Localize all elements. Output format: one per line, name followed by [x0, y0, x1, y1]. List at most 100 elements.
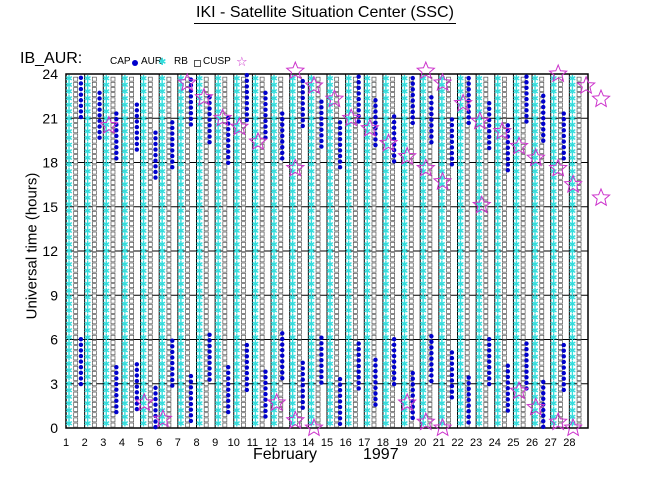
rb-marker — [185, 200, 190, 206]
aur-marker: ✱ — [121, 267, 129, 277]
aur-marker: ✱ — [569, 194, 577, 204]
cap-marker — [78, 381, 84, 387]
rb-marker — [203, 417, 209, 423]
rb-marker — [539, 257, 545, 263]
rb-marker — [203, 174, 209, 180]
rb-marker — [315, 164, 321, 170]
rb-marker — [297, 252, 302, 258]
aur-marker: ✱ — [289, 400, 297, 410]
aur-marker: ✱ — [513, 353, 521, 363]
aur-marker: ✱ — [214, 406, 222, 416]
aur-marker: ✱ — [550, 307, 558, 317]
rb-marker — [371, 412, 377, 418]
rb-marker — [315, 386, 321, 392]
cap-marker — [114, 144, 119, 150]
cap-marker — [280, 156, 285, 161]
rb-marker — [203, 226, 209, 232]
cap-marker — [561, 150, 566, 155]
rb-marker — [464, 298, 470, 304]
aur-marker: ✱ — [382, 207, 390, 217]
rb-marker — [259, 267, 265, 273]
rb-marker — [390, 288, 395, 294]
rb-marker — [222, 216, 228, 221]
aur-marker: ✱ — [531, 147, 539, 157]
rb-marker — [222, 350, 228, 356]
aur-marker: ✱ — [214, 267, 222, 277]
aur-marker: ✱ — [140, 161, 148, 171]
aur-marker: ✱ — [308, 207, 316, 217]
rb-marker — [73, 231, 79, 237]
aur-marker: ✱ — [345, 386, 353, 396]
aur-marker: ✱ — [196, 214, 204, 224]
rb-marker — [166, 257, 172, 263]
aur-marker: ✱ — [177, 347, 185, 357]
rb-marker — [502, 417, 507, 423]
aur-marker: ✱ — [531, 380, 539, 390]
rb-marker — [203, 143, 209, 149]
aur-marker: ✱ — [102, 280, 110, 290]
rb-marker — [73, 221, 79, 227]
rb-marker — [520, 216, 526, 221]
aur-marker: ✱ — [196, 280, 204, 290]
aur-marker: ✱ — [84, 220, 92, 230]
rb-marker — [110, 319, 116, 325]
aur-marker: ✱ — [158, 174, 166, 184]
aur-marker: ✱ — [177, 406, 185, 416]
aur-marker: ✱ — [326, 201, 334, 211]
rb-marker — [352, 309, 358, 314]
rb-marker — [334, 334, 340, 340]
aur-marker: ✱ — [363, 108, 371, 118]
rb-marker — [147, 334, 153, 340]
rb-marker — [259, 190, 265, 196]
rb-marker — [315, 365, 321, 371]
rb-marker — [502, 200, 507, 206]
rb-marker — [539, 350, 545, 356]
aur-marker: ✱ — [158, 254, 166, 264]
rb-marker — [334, 226, 340, 232]
aur-marker: ✱ — [363, 201, 371, 211]
rb-marker — [129, 242, 134, 247]
cap-marker — [244, 78, 250, 83]
rb-marker — [427, 407, 433, 412]
aur-marker: ✱ — [252, 88, 260, 98]
aur-marker: ✱ — [214, 347, 222, 357]
aur-marker: ✱ — [401, 201, 409, 211]
cap-marker — [429, 123, 434, 128]
x-tick-label: 19 — [395, 437, 407, 449]
aur-marker: ✱ — [121, 154, 129, 164]
cap-marker — [207, 355, 212, 360]
cap-marker — [188, 390, 194, 396]
aur-marker: ✱ — [65, 413, 73, 423]
rb-marker — [203, 272, 209, 278]
cap-marker — [429, 128, 434, 134]
rb-marker — [371, 267, 377, 273]
rb-marker — [464, 319, 470, 325]
aur-marker: ✱ — [438, 260, 446, 270]
aur-marker: ✱ — [569, 413, 577, 423]
aur-marker: ✱ — [531, 340, 539, 350]
aur-marker: ✱ — [121, 167, 129, 177]
cap-marker — [207, 111, 212, 117]
rb-marker — [520, 314, 526, 319]
rb-marker — [390, 396, 395, 402]
rb-marker — [390, 412, 395, 418]
aur-marker: ✱ — [326, 380, 334, 390]
rb-marker — [297, 314, 302, 319]
cap-marker — [319, 380, 324, 385]
rb-marker — [520, 303, 526, 309]
rb-marker — [297, 216, 302, 221]
aur-marker: ✱ — [475, 227, 483, 237]
aur-marker: ✱ — [513, 360, 521, 370]
rb-marker — [558, 102, 563, 108]
aur-marker: ✱ — [401, 406, 409, 416]
aur-marker: ✱ — [196, 247, 204, 257]
rb-marker — [558, 391, 563, 397]
aur-marker: ✱ — [550, 114, 558, 124]
rb-marker — [539, 288, 545, 294]
aur-marker: ✱ — [270, 420, 278, 430]
aur-marker: ✱ — [382, 194, 390, 204]
rb-marker — [129, 180, 134, 185]
rb-marker — [483, 257, 489, 263]
cap-marker — [466, 115, 471, 120]
cap-marker — [561, 133, 566, 139]
